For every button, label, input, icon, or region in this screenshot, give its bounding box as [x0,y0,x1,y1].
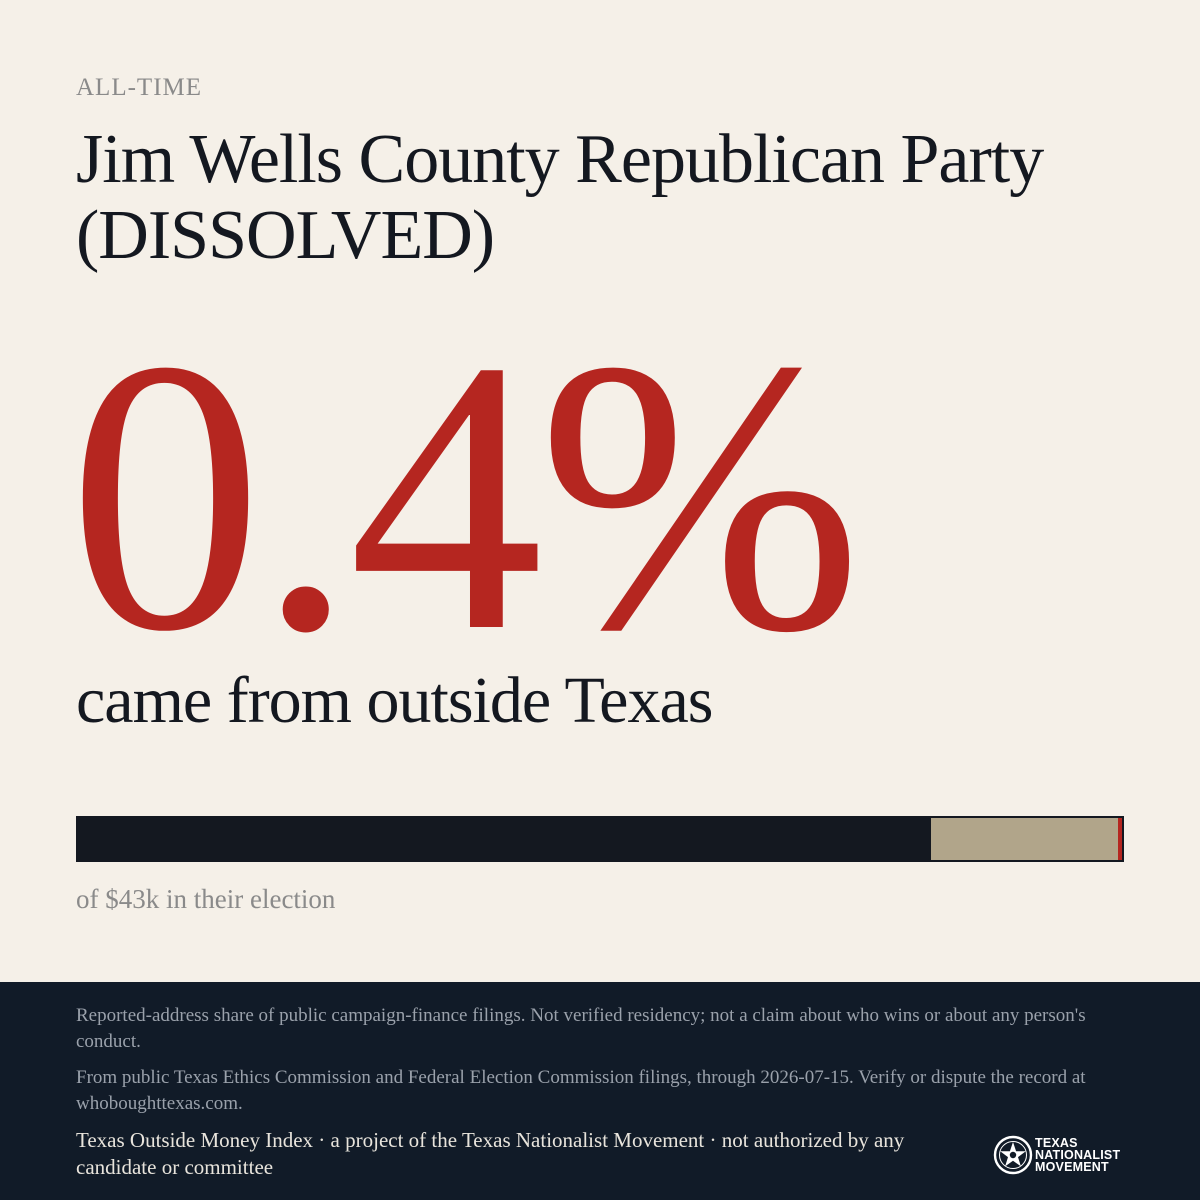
logo-line-1: TEXAS [1035,1136,1078,1150]
footer-source: From public Texas Ethics Commission and … [76,1067,1086,1114]
logo-line-3: MOVEMENT [1035,1160,1109,1174]
page-title: Jim Wells County Republican Party (DISSO… [76,121,1044,274]
funding-breakdown-bar [76,816,1124,862]
bar-segment-outside [1117,818,1122,860]
bar-segment-texas [78,818,931,860]
tnm-logo: TEXAS NATIONALIST MOVEMENT [993,1132,1133,1178]
bar-segment-unknown [930,818,1118,860]
texas-star-seal-icon [993,1135,1033,1175]
period-label: ALL-TIME [76,74,203,101]
logo-line-2: NATIONALIST [1035,1148,1121,1162]
total-caption: of $43k in their election [76,884,336,914]
outside-share-percent: 0.4% [68,280,862,712]
outside-share-subtitle: came from outside Texas [76,664,713,737]
footer-disclaimer: Reported-address share of public campaig… [76,1005,1086,1052]
footer-credit: Texas Outside Money Index · a project of… [76,1128,905,1179]
footer: Reported-address share of public campaig… [0,982,1200,1200]
